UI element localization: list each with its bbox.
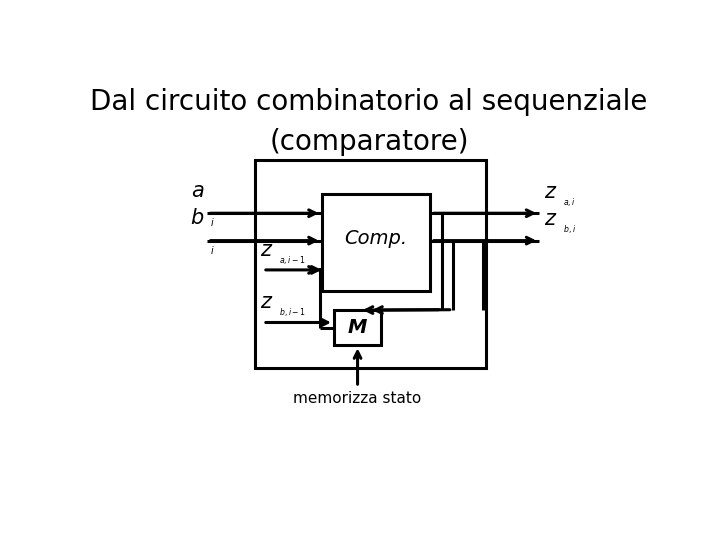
Bar xyxy=(255,160,486,368)
Text: $a$: $a$ xyxy=(191,181,204,201)
Text: (comparatore): (comparatore) xyxy=(269,128,469,156)
Bar xyxy=(334,310,382,346)
Text: $z$: $z$ xyxy=(260,240,274,260)
Text: $z$: $z$ xyxy=(544,209,557,229)
Text: Dal circuito combinatorio al sequenziale: Dal circuito combinatorio al sequenziale xyxy=(90,88,648,116)
Text: $z$: $z$ xyxy=(260,292,274,312)
Text: $z$: $z$ xyxy=(544,181,557,201)
Text: memorizza stato: memorizza stato xyxy=(294,391,422,406)
Text: $_i$: $_i$ xyxy=(210,242,215,256)
Text: $_{b,i-1}$: $_{b,i-1}$ xyxy=(279,307,305,320)
Text: $b$: $b$ xyxy=(190,208,204,228)
Text: $_{a,i-1}$: $_{a,i-1}$ xyxy=(279,254,305,268)
Text: Comp.: Comp. xyxy=(344,229,408,248)
Text: M: M xyxy=(348,318,367,338)
Text: $_{a,i}$: $_{a,i}$ xyxy=(562,196,575,210)
Text: $_{b,i}$: $_{b,i}$ xyxy=(562,224,576,237)
Bar xyxy=(322,194,431,292)
Text: $_i$: $_i$ xyxy=(210,215,215,230)
